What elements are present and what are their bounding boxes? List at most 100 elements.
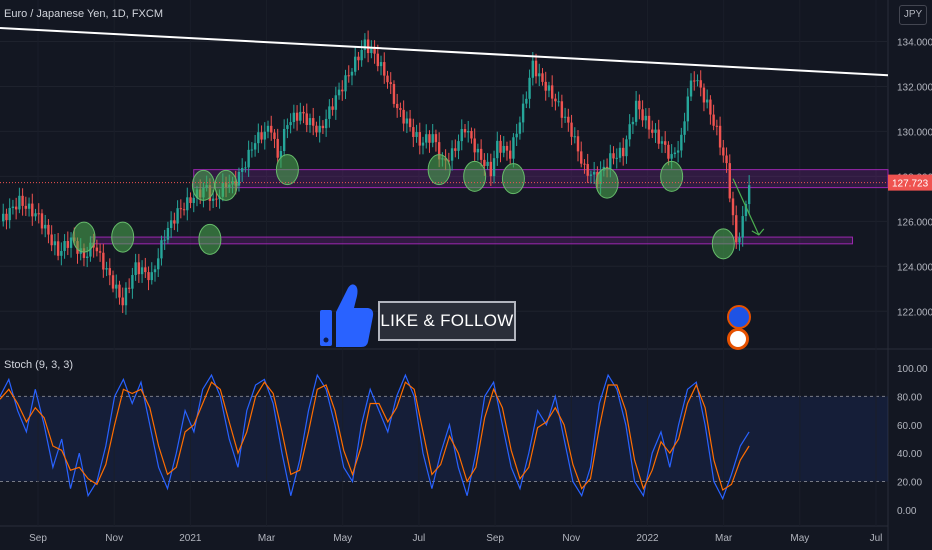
candle-body [302, 111, 305, 114]
candle-body [5, 213, 8, 221]
candle-body [21, 195, 24, 206]
like-follow-label[interactable]: LIKE & FOLLOW [378, 301, 516, 341]
candle-body [315, 125, 318, 133]
events-icon[interactable] [727, 305, 751, 329]
touch-marker [463, 160, 487, 192]
resistance-trendline [0, 27, 889, 77]
candle-body [157, 258, 160, 270]
dividends-icon[interactable] [727, 328, 749, 350]
candle-body [66, 241, 70, 248]
candle-body [370, 48, 373, 54]
candle-body [37, 213, 40, 215]
candle-body [50, 234, 53, 246]
candle-body [463, 129, 467, 133]
touch-marker [660, 160, 684, 192]
candle-body [505, 145, 509, 151]
candle-body [134, 262, 137, 276]
candle-body [741, 216, 744, 238]
candle-body [399, 108, 402, 110]
candle-body [40, 213, 44, 229]
candle-body [44, 224, 47, 229]
candle-body [731, 198, 735, 216]
touch-marker [711, 228, 735, 260]
candle-body [609, 153, 612, 169]
touch-marker [501, 163, 525, 195]
candle-body [337, 89, 341, 96]
candle-body [515, 133, 518, 138]
candle-body [699, 80, 702, 88]
candle-body [479, 148, 483, 160]
time-tick-label: 2022 [636, 533, 659, 544]
candle-body [53, 241, 57, 246]
candle-body [137, 262, 141, 275]
indicator-label[interactable]: Stoch (9, 3, 3) [4, 359, 74, 371]
candle-body [27, 203, 31, 209]
candle-body [318, 125, 321, 133]
candle-body [289, 122, 292, 126]
candle-body [266, 125, 270, 132]
time-tick-label: 2021 [179, 533, 202, 544]
stoch-tick-label: 0.00 [897, 506, 917, 517]
candle-body [589, 174, 593, 176]
stoch-band [0, 396, 888, 482]
candle-body [496, 140, 499, 159]
candle-body [738, 237, 741, 243]
candle-body [660, 141, 664, 144]
candle-body [334, 95, 338, 110]
candle-body [415, 132, 418, 137]
candle-body [108, 268, 111, 276]
price-tick-label: 126.000 [897, 217, 932, 228]
candle-body [373, 48, 376, 54]
candle-body [160, 240, 163, 259]
candle-body [98, 251, 102, 253]
candle-body [747, 185, 751, 205]
candle-body [383, 62, 386, 76]
candle-body [683, 121, 686, 135]
candle-body [360, 49, 363, 61]
candle-body [728, 163, 731, 199]
candle-body [654, 129, 657, 133]
candle-body [328, 106, 331, 119]
candle-body [321, 125, 325, 129]
candle-body [56, 241, 60, 256]
candle-body [618, 147, 622, 158]
candle-body [121, 297, 124, 306]
candle-body [286, 125, 289, 129]
candle-body [8, 207, 11, 221]
stoch-tick-label: 20.00 [897, 478, 922, 489]
currency-badge[interactable]: JPY [899, 5, 927, 25]
candle-body [386, 75, 389, 83]
candle-body [402, 109, 405, 124]
candle-body [470, 131, 473, 139]
candle-body [437, 142, 441, 160]
candle-body [2, 213, 5, 222]
candle-body [486, 161, 489, 166]
price-tick-label: 124.000 [897, 262, 932, 273]
candle-body [147, 272, 150, 281]
candle-body [631, 121, 635, 125]
candle-body [718, 125, 722, 148]
candle-body [508, 150, 512, 159]
candle-body [580, 151, 583, 164]
candle-body [641, 109, 644, 121]
candle-body [237, 171, 241, 186]
candle-body [550, 85, 554, 99]
candle-body [454, 148, 457, 151]
candle-body [363, 39, 367, 50]
last-price-label: 127.723 [892, 179, 929, 190]
candle-body [499, 140, 502, 153]
candle-body [244, 167, 247, 169]
candle-body [554, 98, 557, 102]
candle-body [366, 39, 370, 54]
candle-body [576, 136, 580, 152]
candle-body [521, 103, 525, 123]
candle-body [460, 129, 463, 142]
candle-body [625, 139, 628, 157]
candle-body [492, 158, 496, 177]
time-tick-label: Jul [870, 533, 883, 544]
thumbs-up-icon [320, 284, 374, 347]
candle-body [153, 269, 157, 273]
touch-marker [198, 223, 222, 255]
candle-body [173, 220, 176, 224]
